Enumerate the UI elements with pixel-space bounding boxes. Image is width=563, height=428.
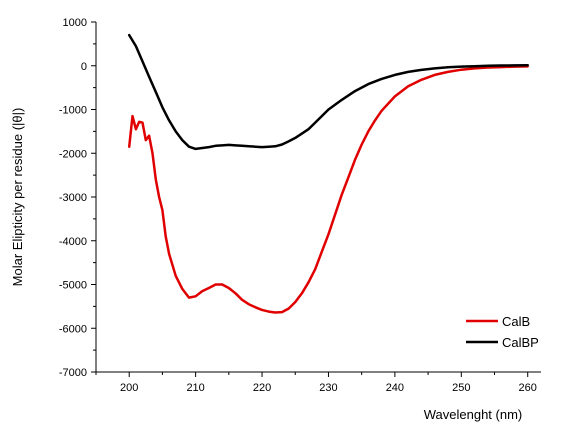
x-axis-title: Wavelenght (nm): [424, 407, 523, 422]
x-axis-ticks: 200 210 220 230 240 250 260: [95, 372, 537, 394]
legend: CalB CalBP: [466, 314, 539, 350]
x-tick-label: 250: [452, 382, 470, 394]
y-tick-label: -3000: [59, 192, 87, 204]
x-tick-label: 220: [253, 382, 271, 394]
y-axis-ticks: 1000 0 -1000 -2000 -3000 -4000 -5000 -6000 -7000: [59, 17, 96, 379]
y-axis-title: Molar Elipticity per residue (|θ|): [10, 108, 25, 287]
x-tick-label: 230: [319, 382, 337, 394]
y-tick-label: -1000: [59, 105, 87, 117]
series-line-calbp: [127, 33, 529, 151]
y-tick-label: 1000: [63, 17, 87, 29]
series-line-calb: [127, 65, 529, 314]
x-tick-label: 200: [120, 382, 138, 394]
y-tick-label: -6000: [59, 323, 87, 335]
y-tick-label: -2000: [59, 148, 87, 160]
x-tick-label: 260: [519, 382, 537, 394]
series-layer: [127, 33, 529, 314]
plot-frame: [95, 22, 541, 373]
y-tick-label: -4000: [59, 236, 87, 248]
x-tick-label: 240: [386, 382, 404, 394]
y-tick-label: -7000: [59, 367, 87, 379]
legend-label-calbp: CalBP: [502, 335, 539, 350]
legend-label-calb: CalB: [502, 314, 530, 329]
y-tick-label: -5000: [59, 280, 87, 292]
x-tick-label: 210: [186, 382, 204, 394]
y-tick-label: 0: [81, 61, 87, 73]
